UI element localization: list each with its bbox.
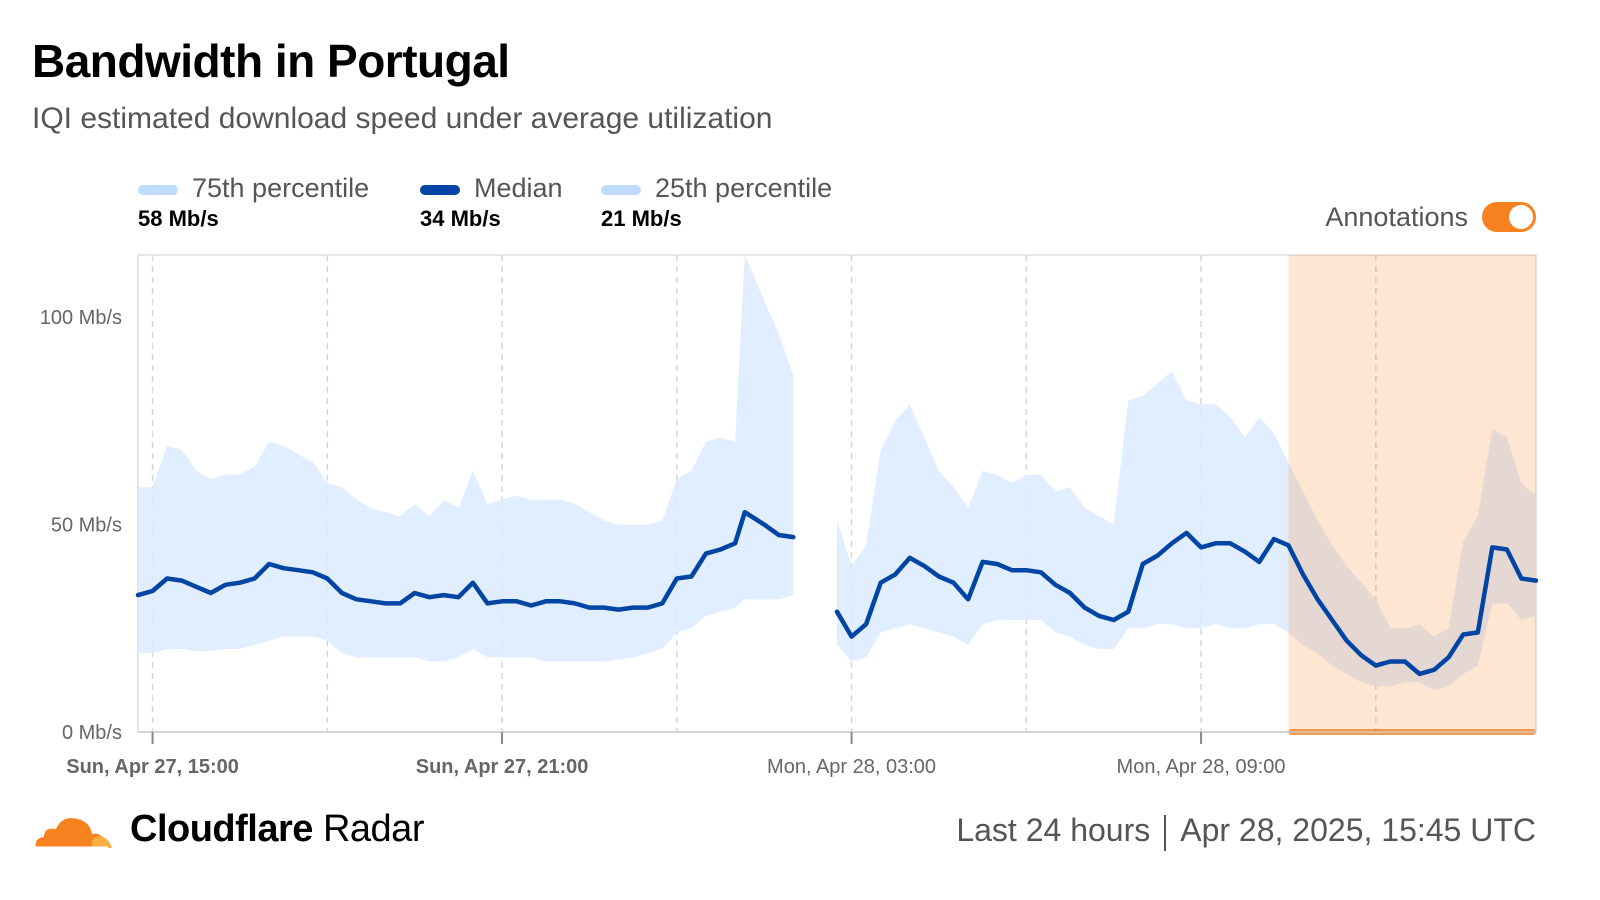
legend-label-75th: 75th percentile: [192, 173, 370, 203]
time-range-info: Last 24 hours Apr 28, 2025, 15:45 UTC: [956, 812, 1536, 851]
legend-swatch-25th: [601, 184, 641, 195]
legend-label-25th: 25th percentile: [655, 173, 833, 203]
legend-swatch-75th: [138, 184, 178, 195]
annotations-control: Annotations: [1325, 200, 1536, 234]
annotations-toggle[interactable]: [1482, 202, 1536, 232]
cloudflare-logo: Cloudflare Radar: [32, 808, 424, 851]
legend-value-25th: 21 Mb/s: [601, 206, 682, 231]
timestamp: Apr 28, 2025, 15:45 UTC: [1180, 812, 1536, 848]
time-range-label: Last 24 hours: [956, 812, 1151, 848]
chart-title: Bandwidth in Portugal: [32, 35, 510, 87]
chart-subtitle: IQI estimated download speed under avera…: [32, 102, 773, 135]
annotation-range: [1288, 255, 1536, 732]
legend-value-75th: 58 Mb/s: [138, 206, 219, 231]
percentile-band: [138, 255, 794, 662]
median-line: [135, 509, 796, 612]
bandwidth-chart: 100 Mb/s 50 Mb/s 0 Mb/s Sun, Apr 27, 15:00 S…: [40, 254, 1539, 778]
legend-value-median: 34 Mb/s: [420, 206, 501, 231]
separator: [1164, 814, 1167, 851]
y-tick-label: 50 Mb/s: [51, 515, 122, 537]
median-line: [834, 530, 1539, 677]
x-tick-label: Mon, Apr 28, 03:00: [767, 756, 936, 778]
brand-name-light: Radar: [322, 808, 425, 850]
annotations-label: Annotations: [1325, 201, 1468, 232]
cloud-icon: [34, 817, 112, 849]
x-tick-label: Sun, Apr 27, 15:00: [66, 756, 239, 778]
legend-label-median: Median: [474, 173, 563, 203]
legend-swatch-median: [420, 184, 460, 195]
x-tick-label: Sun, Apr 27, 21:00: [416, 756, 589, 778]
x-tick-label: Mon, Apr 28, 09:00: [1117, 756, 1286, 778]
y-tick-label: 0 Mb/s: [62, 722, 122, 744]
toggle-knob: [1509, 205, 1533, 229]
brand-name-bold: Cloudflare: [130, 808, 313, 850]
y-tick-label: 100 Mb/s: [40, 307, 122, 329]
